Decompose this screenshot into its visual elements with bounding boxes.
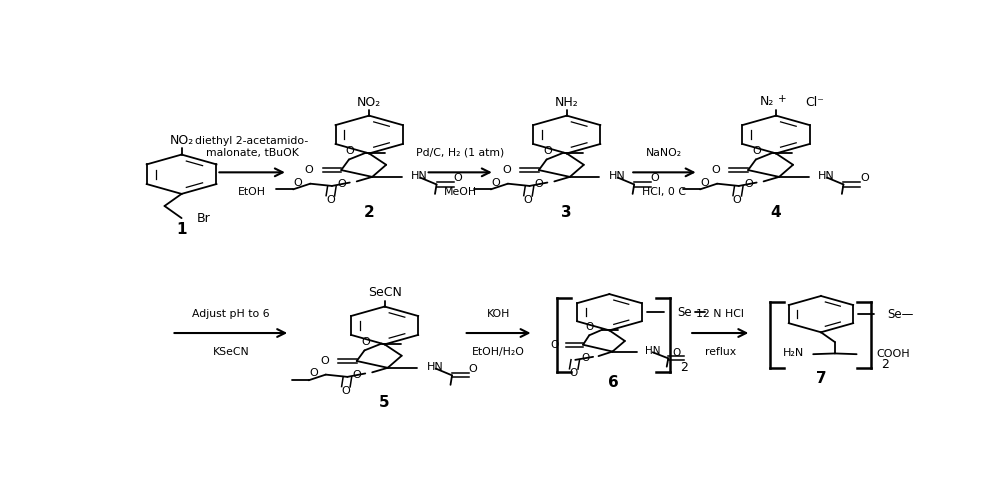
Text: O: O [543,146,552,157]
Text: O: O [585,322,593,332]
Text: NO₂: NO₂ [169,134,194,147]
Text: Pd/C, H₂ (1 atm): Pd/C, H₂ (1 atm) [416,148,504,158]
Text: O: O [651,173,659,184]
Text: 7: 7 [816,371,826,386]
Text: O: O [535,179,544,189]
Text: O: O [309,368,318,379]
Text: diethyl 2-acetamido-
malonate, tBuOK: diethyl 2-acetamido- malonate, tBuOK [195,136,309,158]
Text: O: O [570,368,578,379]
Text: O: O [453,173,462,184]
Text: N₂: N₂ [760,95,774,108]
Text: O: O [860,173,869,184]
Text: HN: HN [426,362,443,372]
Text: Br: Br [197,212,211,224]
Text: O: O [353,370,361,380]
Text: Se: Se [678,306,692,319]
Text: 12 N HCl: 12 N HCl [696,309,744,319]
Text: O: O [342,386,350,396]
Text: +: + [778,94,786,104]
Text: 2: 2 [364,205,374,219]
Text: O: O [524,195,532,205]
Text: 6: 6 [608,375,619,390]
Text: O: O [491,178,500,188]
Text: O: O [320,356,329,366]
Text: NH₂: NH₂ [555,96,579,109]
Text: EtOH/H₂O: EtOH/H₂O [472,348,525,357]
Text: Cl⁻: Cl⁻ [805,96,824,109]
Text: 5: 5 [379,395,390,410]
Text: O: O [326,195,335,205]
Text: O: O [752,146,761,157]
Text: O: O [711,165,720,175]
Text: KSeCN: KSeCN [212,348,249,357]
Text: O: O [469,364,477,374]
Text: O: O [701,178,709,188]
Text: Se—: Se— [888,308,914,321]
Text: O: O [502,165,511,175]
Text: MeOH: MeOH [444,187,477,197]
Text: O: O [305,165,313,175]
Text: COOH: COOH [876,349,910,359]
Text: Adjust pH to 6: Adjust pH to 6 [192,309,270,319]
Text: H₂N: H₂N [783,349,804,358]
Text: HCl, 0 C: HCl, 0 C [642,187,686,197]
Text: O: O [733,195,742,205]
Text: 4: 4 [771,205,781,219]
Text: HN: HN [609,171,625,181]
Text: NO₂: NO₂ [357,96,381,109]
Text: O: O [337,179,346,189]
Text: HN: HN [645,346,661,356]
Text: HN: HN [818,171,835,181]
Text: reflux: reflux [705,348,736,357]
Text: O: O [581,353,589,363]
Text: O: O [361,337,370,348]
Text: SeCN: SeCN [368,286,402,300]
Text: HN: HN [411,171,428,181]
Text: 2: 2 [881,358,889,371]
Text: O: O [345,146,354,157]
Text: O: O [672,348,680,357]
Text: KOH: KOH [487,309,510,319]
Text: O: O [550,340,558,350]
Text: 1: 1 [176,222,187,237]
Text: 3: 3 [561,205,572,219]
Text: O: O [294,178,302,188]
Text: O: O [744,179,753,189]
Text: 2: 2 [680,361,688,375]
Text: EtOH: EtOH [238,187,266,197]
Text: NaNO₂: NaNO₂ [646,148,682,158]
